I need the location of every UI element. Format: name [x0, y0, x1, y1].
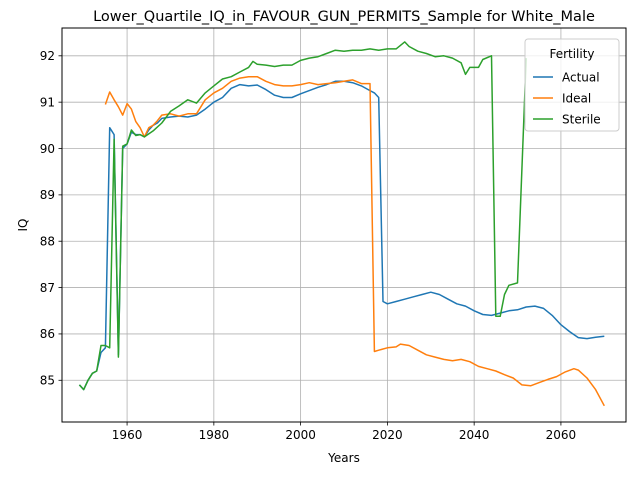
series-line-ideal	[104, 75, 605, 407]
y-tick-label: 88	[40, 235, 55, 249]
x-tick-label: 2020	[372, 428, 403, 442]
x-tick-label: 2040	[459, 428, 490, 442]
plot-frame	[61, 27, 627, 423]
legend-label-ideal: Ideal	[562, 91, 591, 105]
y-tick-label: 87	[40, 281, 55, 295]
series-lines	[78, 41, 605, 407]
y-axis-ticks: 85 86 87 88 89 90 91 92	[40, 49, 62, 388]
x-axis-ticks: 1960 1980 2000 2020 2040 2060	[112, 422, 576, 442]
x-tick-label: 2060	[546, 428, 577, 442]
y-tick-label: 85	[40, 374, 55, 388]
legend-box	[524, 38, 620, 132]
chart-title: Lower_Quartile_IQ_in_FAVOUR_GUN_PERMITS_…	[93, 9, 595, 25]
x-tick-label: 1960	[112, 428, 143, 442]
y-tick-label: 86	[40, 327, 55, 341]
y-tick-label: 92	[40, 49, 55, 63]
series-line-sterile	[78, 41, 527, 391]
y-tick-label: 91	[40, 95, 55, 109]
x-tick-label: 2000	[285, 428, 316, 442]
x-tick-label: 1980	[199, 428, 230, 442]
x-axis-label: Years	[327, 451, 360, 465]
y-tick-label: 89	[40, 188, 55, 202]
legend-title: Fertility	[549, 47, 594, 61]
y-tick-label: 90	[40, 142, 55, 156]
legend-label-sterile: Sterile	[562, 112, 601, 126]
legend: Fertility Actual Ideal Sterile	[524, 38, 620, 132]
y-axis-label: IQ	[16, 219, 30, 232]
legend-label-actual: Actual	[562, 70, 600, 84]
